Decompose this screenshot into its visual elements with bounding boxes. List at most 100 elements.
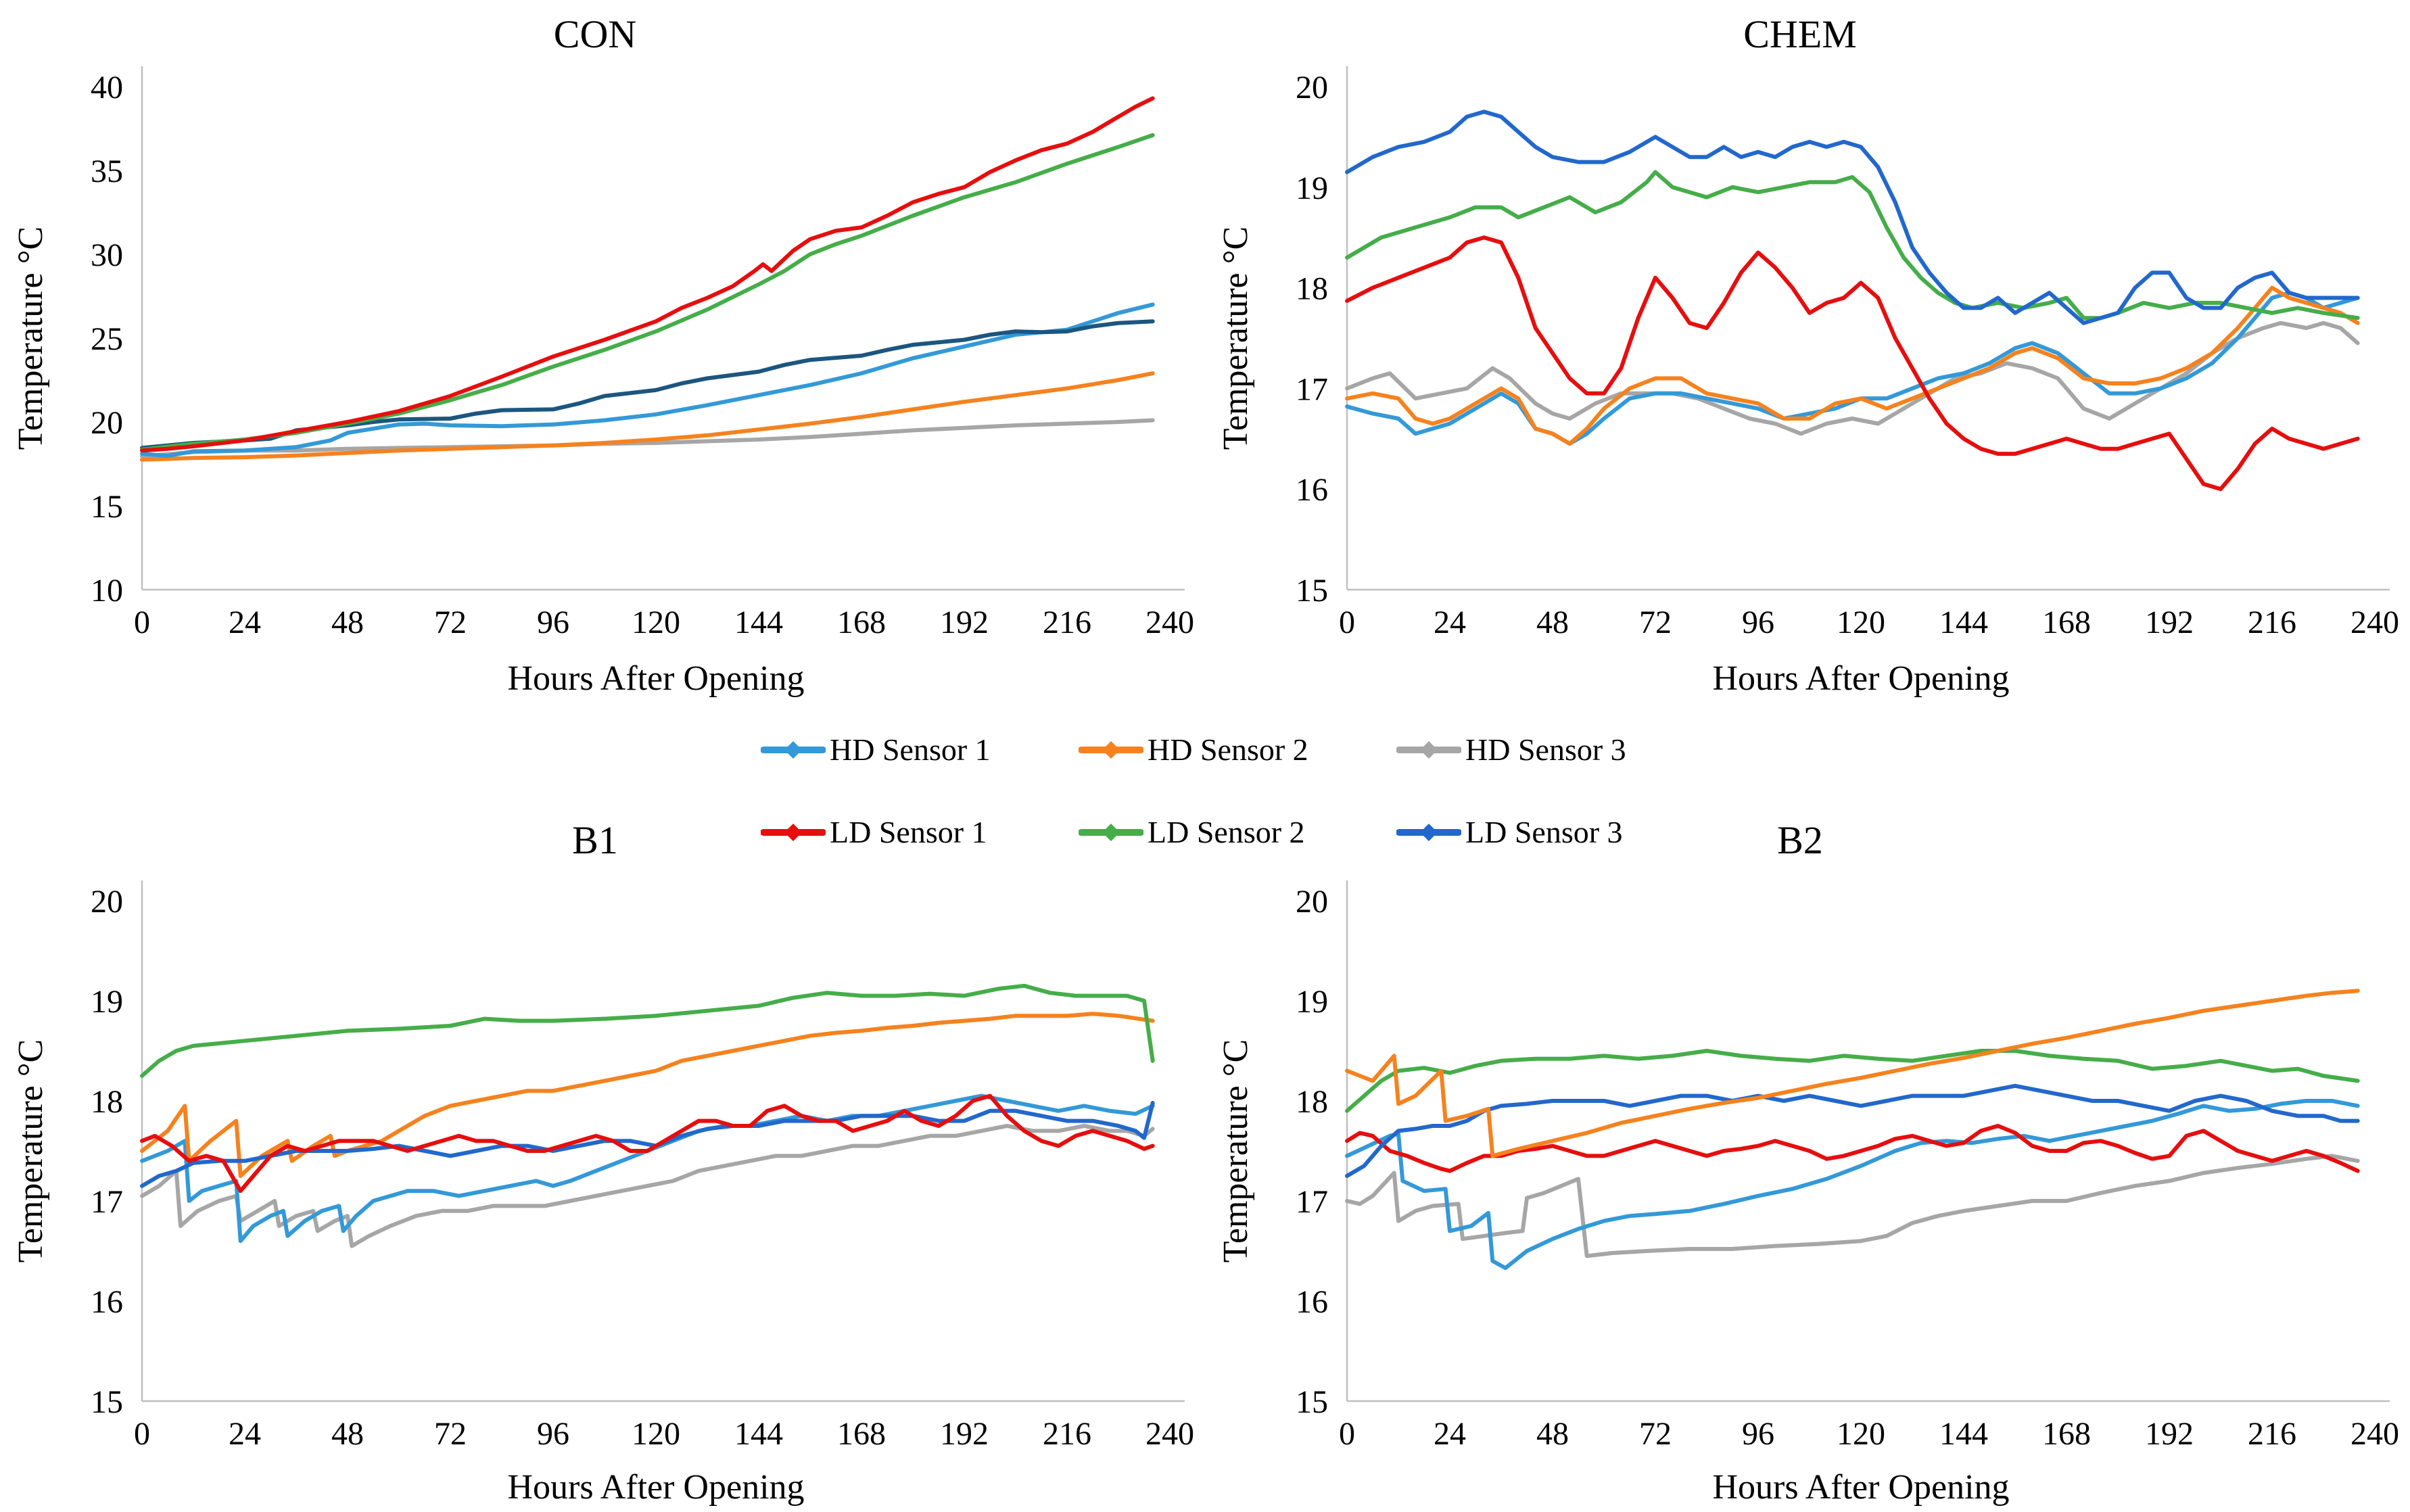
- legend-label-hd-sensor-3: HD Sensor 3: [1465, 732, 1626, 767]
- x-tick-label-24: 24: [1434, 605, 1466, 640]
- y-tick-label-30: 30: [91, 237, 123, 273]
- y-tick-label-20: 20: [1296, 70, 1328, 105]
- x-tick-label-144: 144: [734, 1416, 783, 1452]
- y-tick-label-15: 15: [91, 489, 123, 525]
- x-tick-label-120: 120: [632, 605, 680, 640]
- y-tick-label-16: 16: [1296, 1284, 1328, 1320]
- series-line-b2-hd-sensor-1: [1345, 1099, 2360, 1271]
- legend-item-ld-sensor-2: LD Sensor 2: [1079, 817, 1396, 848]
- series-line-b1-ld-sensor-2: [140, 983, 1155, 1078]
- chart-panel-b1: B1 Temperature °C 15 16 17 18 19 20 0 24 48 72 96 120…: [0, 798, 1205, 1512]
- x-tick-label-0: 0: [134, 605, 150, 640]
- series-line-b1-hd-sensor-1: [140, 1093, 1155, 1244]
- series-line-b1-hd-sensor-2: [140, 1012, 1155, 1178]
- y-tick-label-17: 17: [1296, 1184, 1328, 1220]
- x-tick-label-96: 96: [537, 1416, 569, 1452]
- x-tick-label-120: 120: [1837, 605, 1885, 640]
- series-line-b2-ld-sensor-1: [1345, 1124, 2360, 1173]
- x-tick-label-72: 72: [434, 605, 467, 640]
- x-tick-label-168: 168: [837, 605, 886, 640]
- x-tick-label-192: 192: [2145, 605, 2194, 640]
- x-tick-label-24: 24: [229, 605, 261, 640]
- series-line-chem-hd-sensor-2: [1345, 285, 2360, 446]
- chart-svg-b2: B2 Temperature °C 15 16 17 18 19 20 0 24 48 72 96 120…: [1216, 818, 2399, 1507]
- chart-svg-b1: B1 Temperature °C 15 16 17 18 19 20 0 24 48 72 96 120…: [11, 818, 1194, 1507]
- x-tick-label-240: 240: [1145, 605, 1194, 640]
- x-tick-label-120: 120: [632, 1416, 680, 1452]
- x-tick-label-216: 216: [2248, 605, 2296, 640]
- legend-marker-diamond: [1102, 741, 1120, 759]
- chart-legend: HD Sensor 1 HD Sensor 2 HD Sensor 3 LD Sens…: [761, 734, 1714, 848]
- legend-row-1: HD Sensor 1 HD Sensor 2 HD Sensor 3: [761, 734, 1714, 765]
- y-tick-label-17: 17: [1296, 371, 1328, 407]
- y-tick-label-16: 16: [1296, 472, 1328, 508]
- x-tick-label-96: 96: [537, 605, 569, 640]
- y-tick-label-20: 20: [91, 405, 123, 441]
- x-tick-label-72: 72: [1639, 1416, 1672, 1452]
- y-tick-label-10: 10: [91, 573, 123, 609]
- x-tick-label-216: 216: [1043, 1416, 1091, 1452]
- chart-panel-chem: CHEM Temperature °C 15 16 17 18 19 20 0 24 48 72 96 1…: [1205, 0, 2410, 728]
- x-tick-label-48: 48: [1536, 1416, 1569, 1452]
- y-tick-label-18: 18: [1296, 271, 1328, 307]
- x-tick-label-240: 240: [2350, 605, 2399, 640]
- legend-marker-diamond: [1420, 741, 1438, 759]
- y-tick-label-17: 17: [91, 1184, 123, 1220]
- y-tick-label-15: 15: [1296, 1384, 1328, 1420]
- legend-label-ld-sensor-2: LD Sensor 2: [1148, 815, 1305, 849]
- chart-panel-con: CON Temperature °C 10 15 20 25 30 35 40 0 24 48 72 96…: [0, 0, 1205, 728]
- x-tick-label-216: 216: [1043, 605, 1091, 640]
- chart-title-b2: B2: [1777, 818, 1823, 862]
- legend-label-hd-sensor-1: HD Sensor 1: [830, 732, 991, 767]
- legend-item-ld-sensor-1: LD Sensor 1: [761, 817, 1079, 848]
- y-tick-label-15: 15: [91, 1384, 123, 1420]
- y-tick-label-25: 25: [91, 321, 123, 357]
- legend-marker-icon-hd-sensor-3: [1396, 741, 1461, 759]
- x-tick-label-48: 48: [1536, 605, 1569, 640]
- series-line-chem-ld-sensor-2: [1345, 170, 2360, 321]
- y-tick-label-18: 18: [1296, 1084, 1328, 1120]
- series-line-b1-hd-sensor-3: [140, 1124, 1155, 1248]
- x-tick-label-48: 48: [331, 605, 364, 640]
- legend-marker-diamond: [784, 824, 802, 841]
- x-tick-label-72: 72: [434, 1416, 467, 1452]
- x-axis-label: Hours After Opening: [1712, 659, 2009, 698]
- x-tick-label-96: 96: [1742, 1416, 1774, 1452]
- x-tick-label-168: 168: [2042, 605, 2091, 640]
- x-tick-label-168: 168: [837, 1416, 886, 1452]
- x-tick-label-0: 0: [1339, 1416, 1355, 1452]
- legend-item-hd-sensor-1: HD Sensor 1: [761, 734, 1079, 765]
- legend-marker-icon-hd-sensor-1: [761, 741, 826, 759]
- chart-panel-b2: B2 Temperature °C 15 16 17 18 19 20 0 24 48 72 96 120…: [1205, 798, 2410, 1512]
- series-line-con-hd-sensor-2: [140, 371, 1155, 462]
- x-axis-label: Hours After Opening: [507, 1468, 804, 1507]
- chart-title-con: CON: [554, 12, 636, 56]
- series-line-b1-ld-sensor-1: [140, 1093, 1155, 1194]
- legend-item-hd-sensor-3: HD Sensor 3: [1396, 734, 1714, 765]
- legend-marker-icon-ld-sensor-2: [1079, 824, 1143, 841]
- y-axis-label: Temperature °C: [1216, 227, 1255, 450]
- x-tick-label-192: 192: [2145, 1416, 2194, 1452]
- chart-svg-chem: CHEM Temperature °C 15 16 17 18 19 20 0 24 48 72 96 1…: [1216, 12, 2399, 698]
- x-tick-label-96: 96: [1742, 605, 1774, 640]
- y-axis-label: Temperature °C: [11, 227, 50, 450]
- x-tick-label-72: 72: [1639, 605, 1672, 640]
- x-tick-label-216: 216: [2248, 1416, 2296, 1452]
- x-tick-label-240: 240: [1145, 1416, 1194, 1452]
- series-line-con-ld-sensor-1: [140, 96, 1155, 453]
- legend-marker-icon-hd-sensor-2: [1079, 741, 1143, 759]
- series-line-con-ld-sensor-3: [140, 319, 1155, 450]
- legend-marker-icon-ld-sensor-3: [1396, 824, 1461, 841]
- legend-label-hd-sensor-2: HD Sensor 2: [1148, 732, 1308, 767]
- y-tick-label-15: 15: [1296, 573, 1328, 609]
- legend-label-ld-sensor-1: LD Sensor 1: [830, 815, 987, 849]
- x-tick-label-0: 0: [134, 1416, 150, 1452]
- y-tick-label-20: 20: [91, 884, 123, 920]
- series-line-chem-ld-sensor-1: [1345, 235, 2360, 492]
- chart-title-chem: CHEM: [1743, 12, 1857, 56]
- series-line-chem-hd-sensor-1: [1345, 291, 2360, 446]
- y-tick-label-19: 19: [1296, 170, 1328, 206]
- series-line-b2-ld-sensor-2: [1345, 1049, 2360, 1113]
- legend-item-ld-sensor-3: LD Sensor 3: [1396, 817, 1714, 848]
